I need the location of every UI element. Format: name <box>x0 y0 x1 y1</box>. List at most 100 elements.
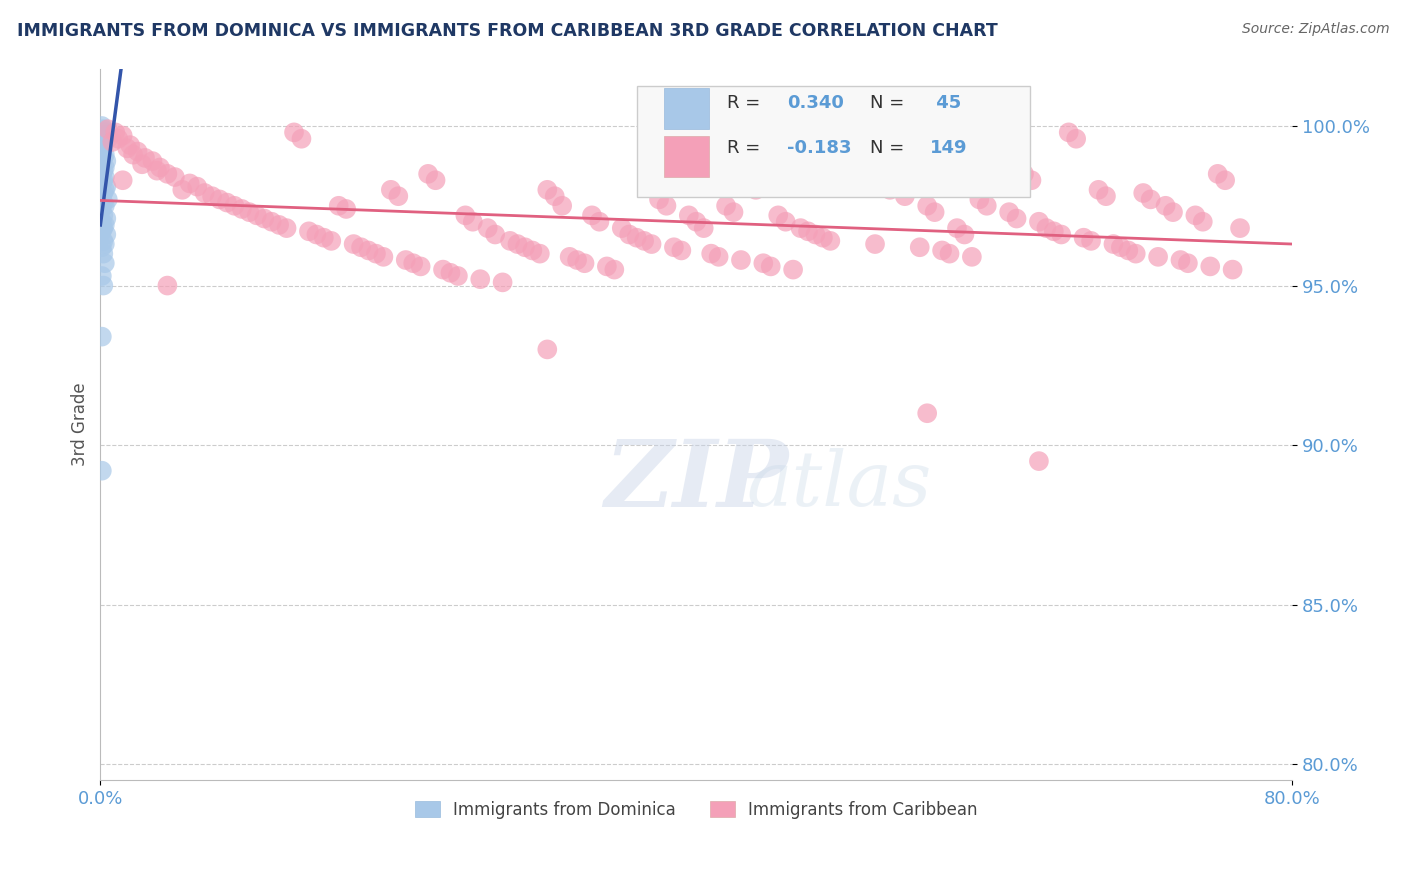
Point <box>91 173 114 187</box>
Point <box>1229 221 1251 235</box>
Point <box>94 135 117 149</box>
Point <box>1170 253 1192 268</box>
Point <box>416 167 439 181</box>
Point <box>91 246 114 260</box>
Point <box>924 205 946 219</box>
Point <box>1184 208 1206 222</box>
Point <box>90 464 112 478</box>
Point <box>146 163 169 178</box>
Point <box>662 240 685 254</box>
Point <box>90 128 112 143</box>
Point <box>90 138 112 153</box>
Point <box>94 199 117 213</box>
Point <box>91 278 114 293</box>
Point <box>730 253 752 268</box>
Point <box>194 186 217 200</box>
Point <box>90 145 112 159</box>
Point <box>224 199 246 213</box>
Point <box>461 215 484 229</box>
Point <box>603 262 626 277</box>
Point <box>752 256 775 270</box>
Point <box>373 250 395 264</box>
Point <box>156 278 179 293</box>
Point <box>101 135 124 149</box>
Point <box>1028 454 1050 468</box>
Point <box>506 237 529 252</box>
Point <box>439 266 461 280</box>
Point <box>395 253 418 268</box>
Point <box>707 250 730 264</box>
Point <box>983 151 1005 165</box>
Point <box>693 221 716 235</box>
Point <box>1116 244 1139 258</box>
Point <box>156 167 179 181</box>
Point <box>1177 256 1199 270</box>
Point <box>260 215 283 229</box>
Point <box>820 234 842 248</box>
Point <box>91 221 114 235</box>
Point <box>380 183 402 197</box>
Point <box>1191 215 1213 229</box>
Point <box>172 183 194 197</box>
Point <box>588 215 610 229</box>
Point <box>775 215 797 229</box>
Point <box>1057 125 1080 139</box>
Point <box>120 138 142 153</box>
Point <box>499 234 522 248</box>
Point <box>131 157 153 171</box>
Point <box>849 173 872 187</box>
Point <box>104 125 127 139</box>
Point <box>283 125 305 139</box>
Point <box>208 193 231 207</box>
Point <box>1087 183 1109 197</box>
Point <box>619 227 641 242</box>
Point <box>402 256 425 270</box>
Point <box>491 276 513 290</box>
Point <box>454 208 477 222</box>
Point <box>544 189 567 203</box>
Text: Source: ZipAtlas.com: Source: ZipAtlas.com <box>1241 22 1389 37</box>
Point <box>998 205 1021 219</box>
Point <box>737 177 759 191</box>
Point <box>350 240 373 254</box>
Point <box>723 205 745 219</box>
Point <box>811 230 834 244</box>
Point <box>834 167 856 181</box>
Point <box>1021 173 1043 187</box>
Text: 45: 45 <box>929 94 962 112</box>
Point <box>551 199 574 213</box>
Point <box>97 132 120 146</box>
Point <box>90 240 112 254</box>
Point <box>565 253 588 268</box>
Point <box>305 227 328 242</box>
Point <box>387 189 409 203</box>
Point <box>90 215 112 229</box>
Point <box>648 193 671 207</box>
Text: atlas: atlas <box>747 448 932 522</box>
Point <box>321 234 343 248</box>
Point <box>863 237 886 252</box>
Point <box>470 272 492 286</box>
Point <box>908 240 931 254</box>
Point <box>94 218 117 232</box>
Point <box>96 227 118 242</box>
Point <box>127 145 149 159</box>
Text: R =: R = <box>727 139 766 157</box>
Point <box>1080 234 1102 248</box>
Point <box>536 183 558 197</box>
Point <box>425 173 447 187</box>
Point <box>804 227 827 242</box>
Point <box>122 147 145 161</box>
FancyBboxPatch shape <box>664 136 710 177</box>
Point <box>671 244 693 258</box>
Point <box>1132 186 1154 200</box>
Point <box>1147 250 1170 264</box>
Point <box>115 141 138 155</box>
Point <box>990 157 1012 171</box>
Point <box>678 208 700 222</box>
Point <box>1102 237 1125 252</box>
Point <box>477 221 499 235</box>
Point <box>969 193 991 207</box>
Text: 0.340: 0.340 <box>787 94 844 112</box>
Point <box>335 202 357 216</box>
